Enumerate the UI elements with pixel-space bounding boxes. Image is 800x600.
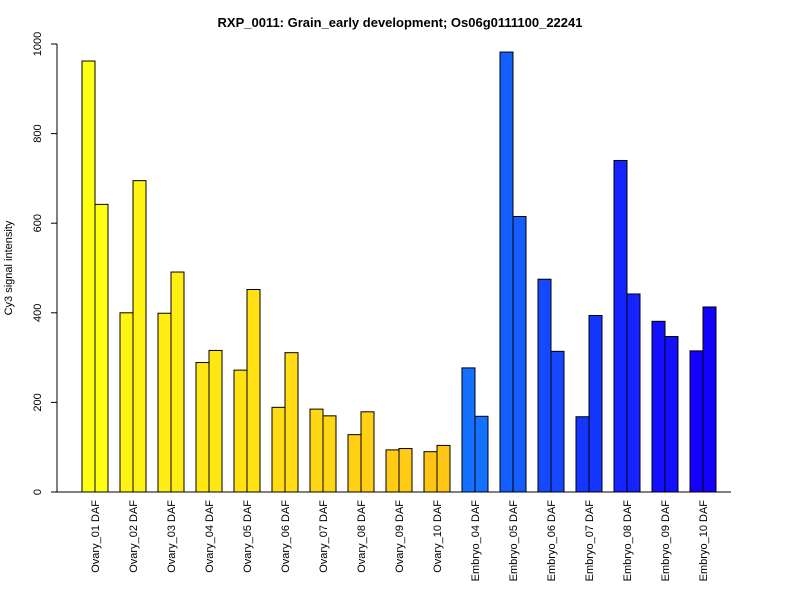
y-tick-label: 400 (32, 304, 44, 322)
y-tick-label: 0 (32, 489, 44, 495)
bar (398, 448, 413, 493)
bar (195, 362, 210, 493)
bar (499, 51, 514, 493)
bar (626, 293, 641, 493)
bar (461, 367, 476, 493)
bar (132, 180, 147, 493)
bar (271, 406, 286, 493)
y-axis-label: Cy3 signal intensity (3, 220, 15, 315)
bar (208, 349, 223, 493)
x-tick-label: Embryo_08 DAF (622, 500, 634, 582)
x-tick-label: Embryo_04 DAF (470, 500, 482, 582)
bar (423, 451, 438, 493)
bar (170, 271, 185, 493)
x-tick-label: Ovary_08 DAF (356, 500, 368, 573)
bar (588, 314, 603, 493)
bar (246, 289, 261, 493)
bar (322, 415, 337, 493)
x-tick-label: Embryo_07 DAF (584, 500, 596, 582)
bars-group (81, 51, 717, 493)
y-tick-label: 800 (32, 124, 44, 142)
bar (385, 449, 400, 493)
x-tick-label: Ovary_06 DAF (280, 500, 292, 573)
x-tick-label: Ovary_10 DAF (432, 500, 444, 573)
bar (474, 415, 489, 493)
bar (81, 60, 96, 493)
bar (157, 312, 172, 493)
category-labels: Ovary_01 DAF Ovary_02 DAF Ovary_03 DAF Ovar… (90, 500, 710, 582)
x-tick-label: Embryo_05 DAF (508, 500, 520, 582)
x-tick-label: Embryo_09 DAF (660, 500, 672, 582)
bar (651, 320, 666, 493)
x-tick-label: Ovary_04 DAF (204, 500, 216, 573)
bar (537, 278, 552, 493)
bar (436, 444, 451, 493)
bar (360, 411, 375, 493)
x-tick-label: Ovary_09 DAF (394, 500, 406, 573)
x-tick-label: Ovary_05 DAF (242, 500, 254, 573)
bar (94, 203, 109, 493)
bar (233, 369, 248, 493)
bar (347, 434, 362, 493)
bar (119, 312, 134, 493)
bar (664, 336, 679, 493)
bar (550, 350, 565, 493)
bar (689, 350, 704, 493)
chart-title: RXP_0011: Grain_early development; Os06g… (218, 15, 583, 30)
x-tick-label: Ovary_03 DAF (166, 500, 178, 573)
y-tick-label: 600 (32, 214, 44, 232)
x-tick-label: Ovary_07 DAF (318, 500, 330, 573)
bar (512, 215, 527, 493)
x-tick-label: Embryo_06 DAF (546, 500, 558, 582)
y-tick-label: 200 (32, 393, 44, 411)
bar (575, 416, 590, 493)
y-axis: 0 200 400 600 800 1000 (32, 32, 58, 495)
bar (284, 352, 299, 493)
x-tick-label: Embryo_10 DAF (698, 500, 710, 582)
bar (613, 159, 628, 493)
bar (702, 306, 717, 493)
x-tick-label: Ovary_01 DAF (90, 500, 102, 573)
bar (309, 408, 324, 493)
y-tick-label: 1000 (32, 32, 44, 56)
x-tick-label: Ovary_02 DAF (128, 500, 140, 573)
